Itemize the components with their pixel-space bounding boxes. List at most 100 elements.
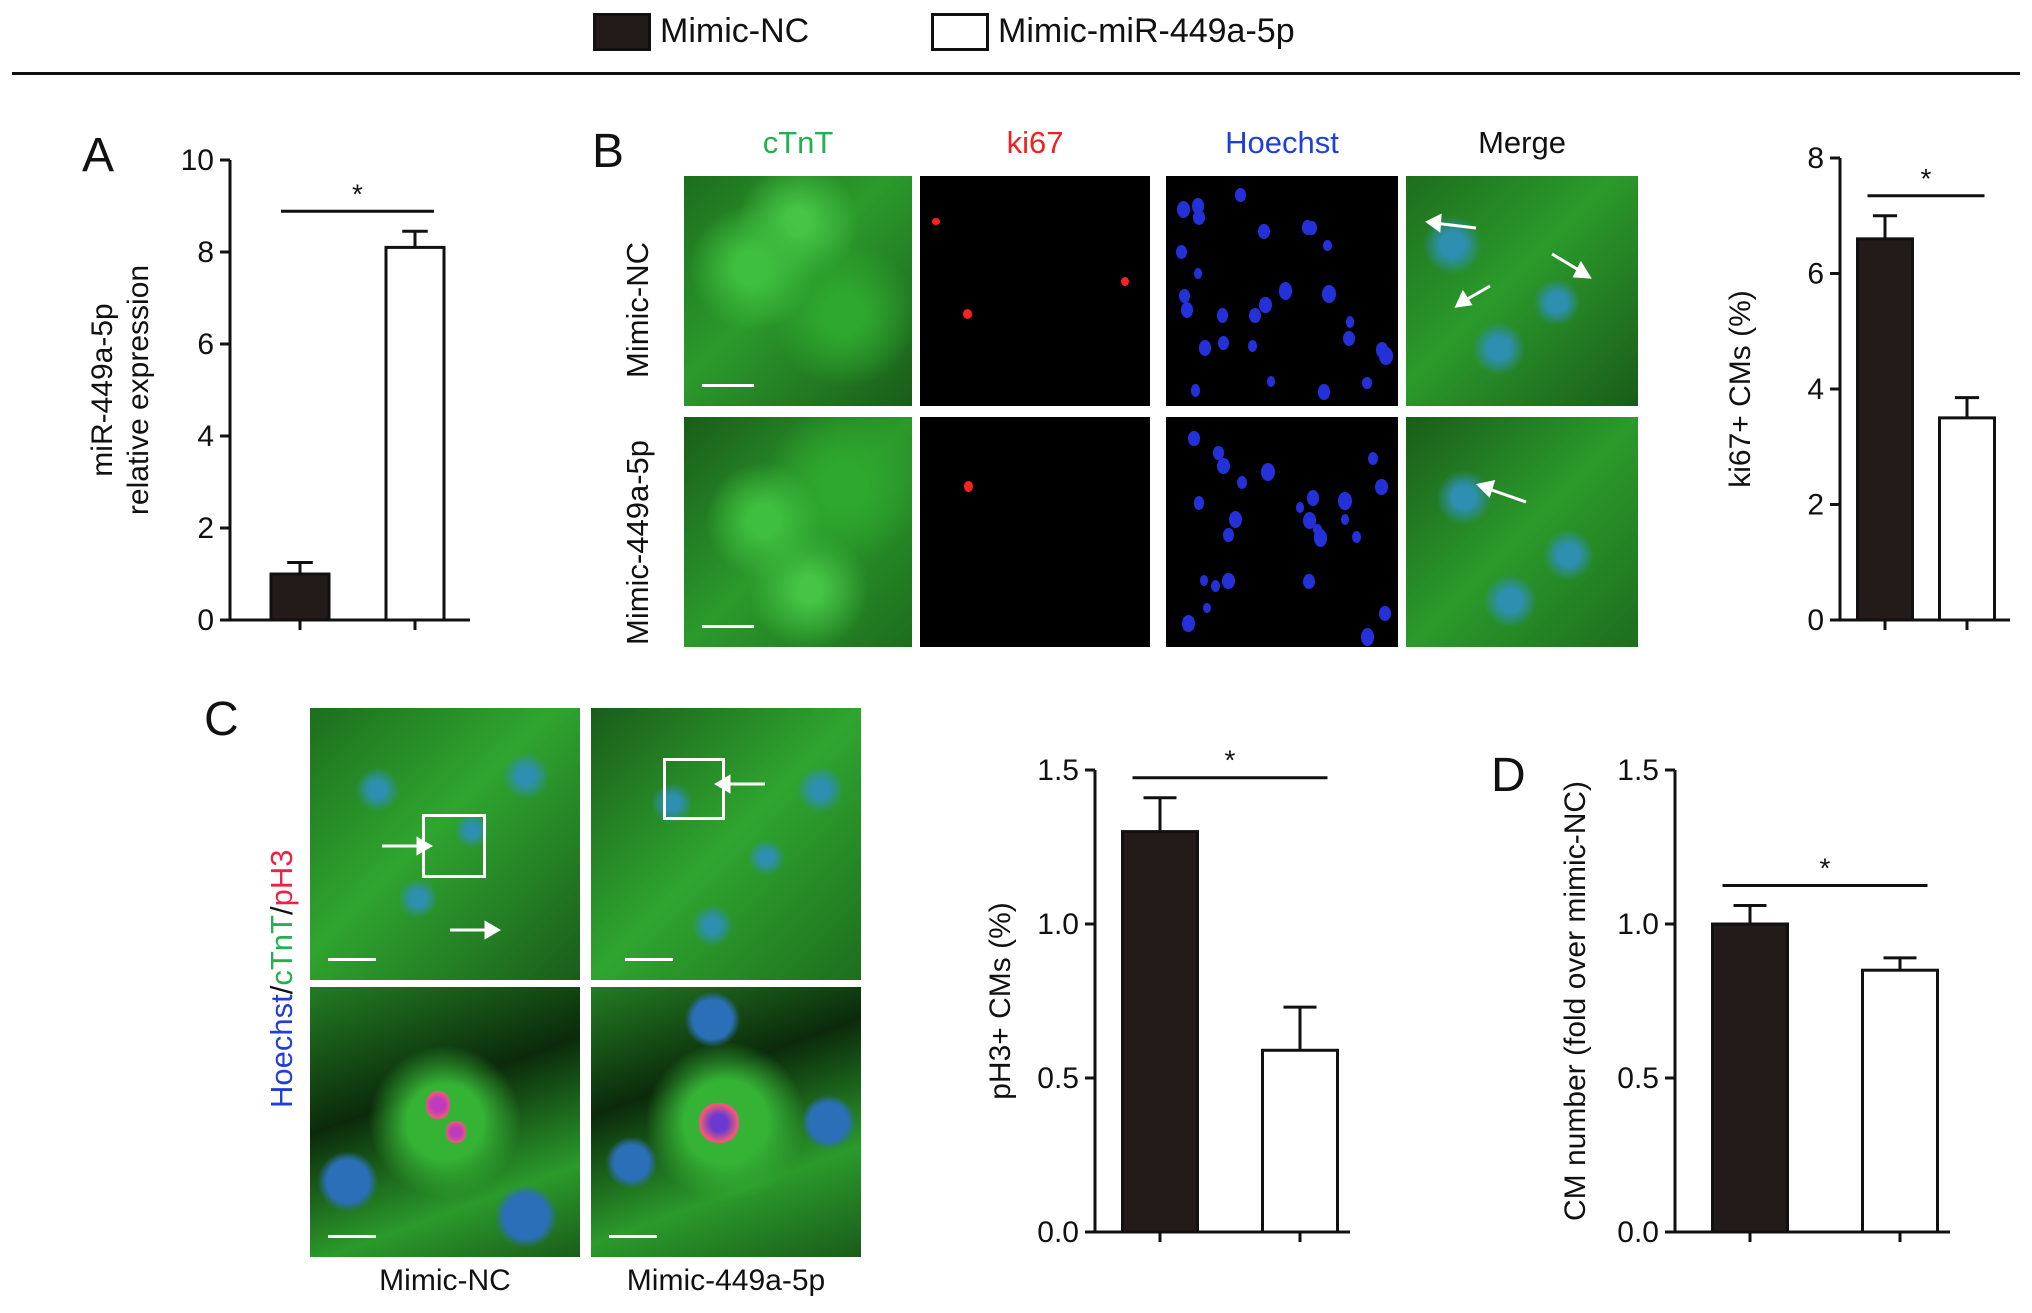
ki67-nucleus bbox=[963, 309, 972, 319]
column-header-hoechst: Hoechst bbox=[1225, 125, 1339, 160]
caption-mimic-449a: Mimic-449a-5p bbox=[626, 1264, 826, 1297]
row-label-mimic-449a: Mimic-449a-5p bbox=[620, 439, 655, 645]
hoechst-nucleus bbox=[1322, 285, 1337, 303]
micrograph-ki67-nc bbox=[920, 176, 1150, 406]
hoechst-nucleus bbox=[1352, 531, 1362, 543]
stain-label: Hoechst/cTnT/pH3 bbox=[264, 850, 300, 1108]
merge-arrows bbox=[1475, 479, 1527, 504]
bar-mimic-nc bbox=[269, 572, 331, 622]
hoechst-nucleus bbox=[1360, 628, 1375, 646]
panel-letter-c: C bbox=[204, 693, 239, 746]
ph3-cell bbox=[426, 1091, 450, 1119]
hoechst-nucleus bbox=[1345, 316, 1355, 328]
y-tick-label: 8 bbox=[1807, 142, 1824, 175]
micrograph-hoechst-nc bbox=[1166, 176, 1398, 406]
stain-hoechst: Hoechst bbox=[264, 994, 299, 1108]
y-tick-label: 2 bbox=[1807, 489, 1824, 522]
arrow-icon bbox=[714, 774, 765, 794]
legend-swatch-mimic-nc bbox=[593, 13, 651, 51]
y-tick-label: 1.5 bbox=[1037, 754, 1079, 787]
significance-marker: * bbox=[1225, 745, 1236, 776]
arrow-icon bbox=[450, 920, 501, 940]
hoechst-nucleus bbox=[1192, 198, 1205, 214]
legend-divider bbox=[12, 72, 2020, 75]
y-tick-label: 0.5 bbox=[1037, 1062, 1079, 1095]
hoechst-nucleus bbox=[1367, 451, 1379, 466]
hoechst-nucleus bbox=[1247, 340, 1258, 353]
micrograph-merge-nc bbox=[1406, 176, 1638, 406]
micrograph-ki67-449a bbox=[920, 417, 1150, 647]
chart-b: 0 2 4 6 8 ki67+ CMs (%) * bbox=[1724, 142, 2010, 637]
hoechst-nucleus bbox=[1236, 475, 1248, 490]
micrograph-hoechst-449a bbox=[1166, 417, 1398, 647]
y-axis-label: CM number (fold over mimic-NC) bbox=[1559, 781, 1592, 1221]
hoechst-nucleus bbox=[1188, 431, 1200, 447]
legend-label-mimic-mir: Mimic-miR-449a-5p bbox=[998, 12, 1295, 50]
y-tick-label: 4 bbox=[1807, 373, 1824, 406]
scale-bar bbox=[609, 1235, 657, 1238]
y-axis-label: pH3+ CMs (%) bbox=[984, 902, 1017, 1100]
y-tick-label: 1.5 bbox=[1617, 754, 1659, 787]
chart-a: 0 2 4 6 8 10 miR-449a-5p relative expression * bbox=[90, 144, 470, 637]
y-tick-label: 4 bbox=[197, 420, 214, 453]
bar-mimic-nc bbox=[1121, 830, 1199, 1234]
hoechst-nucleus bbox=[1303, 512, 1317, 530]
micrograph-c-nc-zoom bbox=[310, 987, 580, 1257]
hoechst-nucleus bbox=[1211, 580, 1221, 592]
hoechst-nucleus bbox=[1203, 602, 1212, 614]
panel-letter-a: A bbox=[82, 129, 115, 182]
bar-mimic-mir bbox=[384, 245, 446, 622]
hoechst-nucleus bbox=[1318, 384, 1331, 400]
micrograph-c-449a-overview bbox=[591, 708, 861, 980]
hoechst-nucleus bbox=[1278, 282, 1292, 300]
ki67-nucleus bbox=[1121, 277, 1129, 286]
arrow-icon bbox=[1425, 213, 1477, 233]
y-axis-label: ki67+ CMs (%) bbox=[1724, 290, 1757, 488]
hoechst-nucleus bbox=[1306, 489, 1320, 506]
hoechst-nucleus bbox=[1217, 458, 1230, 475]
y-axis-label: relative expression bbox=[122, 265, 155, 515]
hoechst-nucleus bbox=[1301, 220, 1314, 236]
column-header-merge: Merge bbox=[1478, 125, 1566, 160]
stain-ph3: pH3 bbox=[264, 849, 299, 907]
hoechst-nucleus bbox=[1222, 527, 1234, 543]
y-tick-label: 10 bbox=[181, 144, 214, 177]
hoechst-nucleus bbox=[1176, 201, 1190, 219]
hoechst-nucleus bbox=[1228, 510, 1243, 528]
chart-d: 0.0 0.5 1.0 1.5 CM number (fold over mimic-N… bbox=[1559, 754, 1950, 1249]
y-tick-label: 8 bbox=[197, 236, 214, 269]
panel-letter-b: B bbox=[592, 125, 625, 178]
scale-bar bbox=[625, 958, 673, 961]
scale-bar bbox=[328, 1235, 376, 1238]
ph3-cell bbox=[699, 1103, 739, 1143]
column-header-ctnt: cTnT bbox=[762, 125, 834, 160]
stain-sep: / bbox=[264, 985, 299, 995]
hoechst-nucleus bbox=[1258, 223, 1271, 240]
hoechst-nucleus bbox=[1378, 605, 1391, 622]
hoechst-nucleus bbox=[1179, 288, 1191, 303]
hoechst-nucleus bbox=[1379, 347, 1393, 365]
arrow-icon bbox=[1475, 479, 1527, 504]
bar-mimic-nc bbox=[1856, 237, 1914, 622]
row-label-mimic-nc: Mimic-NC bbox=[620, 241, 655, 378]
hoechst-nucleus bbox=[1235, 187, 1247, 203]
ph3-cell bbox=[446, 1121, 466, 1143]
y-axis-label: miR-449a-5p bbox=[90, 303, 119, 476]
hoechst-nucleus bbox=[1375, 478, 1388, 495]
hoechst-nucleus bbox=[1194, 496, 1205, 510]
significance-marker: * bbox=[1820, 853, 1831, 884]
stain-sep: / bbox=[264, 906, 299, 916]
bar-mimic-mir bbox=[1938, 416, 1996, 622]
bar-mimic-mir bbox=[1261, 1048, 1339, 1234]
scale-bar bbox=[702, 384, 754, 387]
bar-mimic-mir bbox=[1861, 968, 1939, 1234]
y-tick-label: 0 bbox=[197, 604, 214, 637]
hoechst-nucleus bbox=[1296, 502, 1305, 514]
hoechst-nucleus bbox=[1182, 615, 1195, 632]
y-tick-label: 2 bbox=[197, 512, 214, 545]
y-tick-label: 6 bbox=[197, 328, 214, 361]
micrograph-ctnt-nc bbox=[684, 176, 912, 406]
micrograph-ctnt-449a bbox=[684, 417, 912, 647]
c-arrows bbox=[382, 836, 501, 940]
hoechst-nucleus bbox=[1180, 301, 1193, 318]
